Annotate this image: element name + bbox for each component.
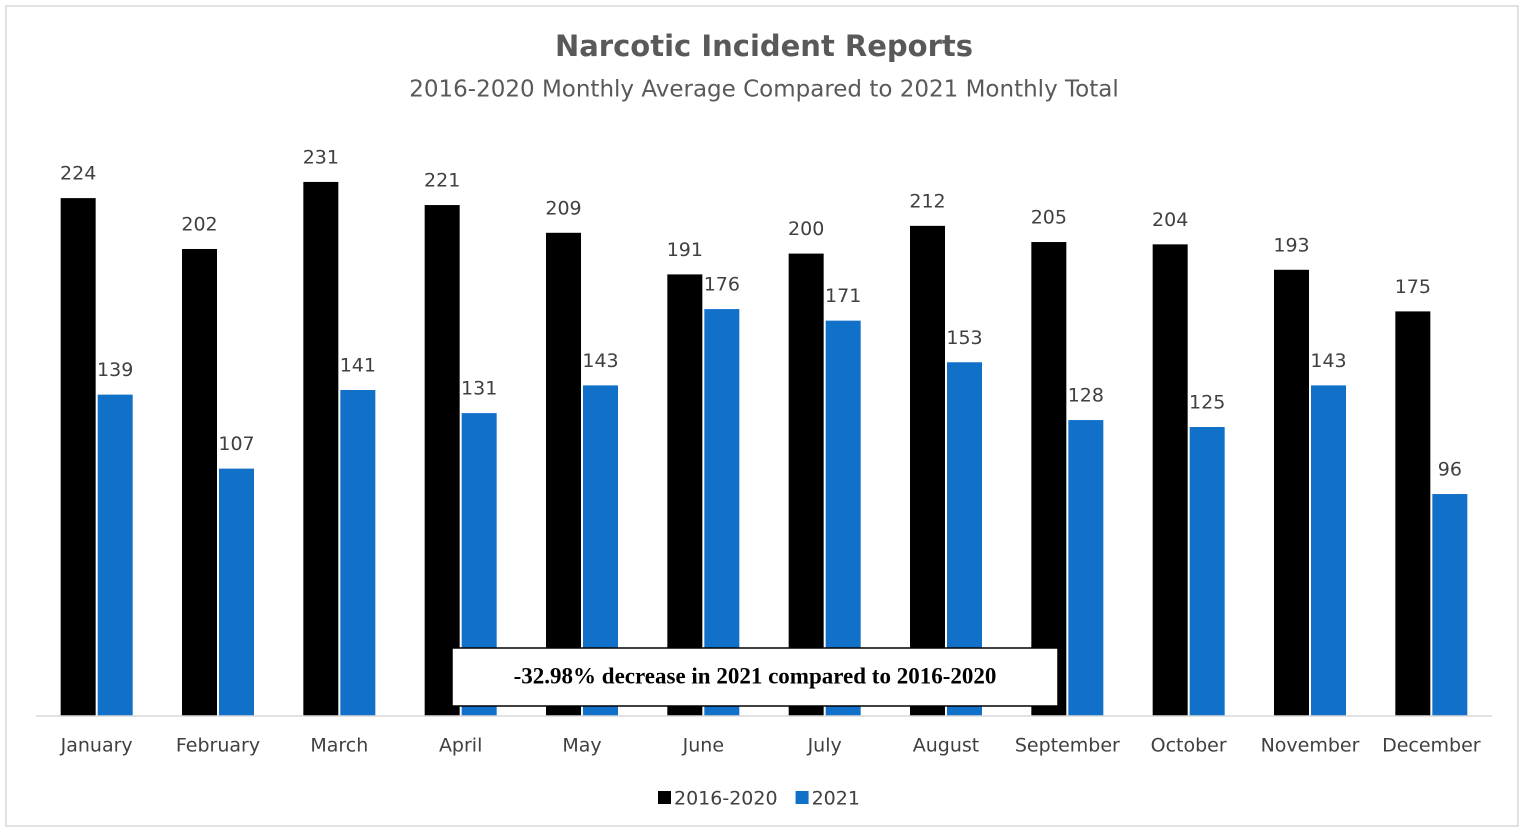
bar bbox=[97, 394, 133, 716]
bar bbox=[546, 232, 581, 717]
legend-label: 2016-2020 bbox=[674, 788, 778, 810]
x-tick-label: October bbox=[1151, 735, 1227, 757]
x-tick-label: December bbox=[1382, 735, 1481, 757]
bar bbox=[1152, 244, 1188, 717]
data-label: 202 bbox=[181, 213, 217, 235]
data-label: 205 bbox=[1031, 207, 1067, 229]
annotation: -32.98% decrease in 2021 compared to 201… bbox=[514, 663, 997, 688]
chart-subtitle: 2016-2020 Monthly Average Compared to 20… bbox=[409, 77, 1118, 103]
bar bbox=[667, 274, 703, 716]
bar bbox=[1432, 494, 1468, 716]
data-label: 193 bbox=[1273, 234, 1309, 256]
data-label: 191 bbox=[667, 239, 703, 261]
data-label: 171 bbox=[825, 285, 861, 307]
x-tick-label: March bbox=[310, 735, 368, 757]
data-label: 212 bbox=[909, 190, 945, 212]
x-tick-label: January bbox=[60, 735, 133, 757]
chart-title: Narcotic Incident Reports bbox=[555, 29, 973, 63]
data-label: 200 bbox=[788, 218, 824, 240]
bar bbox=[1189, 427, 1225, 716]
data-label: 125 bbox=[1189, 392, 1225, 414]
data-label: 221 bbox=[424, 170, 460, 192]
data-label: 107 bbox=[218, 433, 254, 455]
bar bbox=[1031, 242, 1067, 717]
legend-swatch bbox=[795, 791, 809, 804]
legend-label: 2021 bbox=[812, 788, 860, 810]
data-label: 128 bbox=[1068, 385, 1104, 407]
x-tick-label: July bbox=[807, 735, 842, 757]
data-label: 141 bbox=[340, 355, 376, 377]
bar bbox=[910, 225, 945, 716]
x-tick-label: June bbox=[682, 735, 724, 757]
x-tick-label: February bbox=[176, 735, 260, 757]
bar bbox=[60, 198, 96, 716]
bar bbox=[1068, 420, 1104, 716]
data-label: 209 bbox=[545, 197, 581, 219]
data-label: 175 bbox=[1395, 276, 1431, 298]
bar bbox=[1311, 385, 1346, 716]
bar bbox=[340, 390, 376, 716]
bar bbox=[788, 253, 824, 716]
bar bbox=[182, 248, 217, 716]
data-label: 231 bbox=[303, 146, 339, 168]
bar bbox=[1274, 269, 1309, 716]
data-label: 131 bbox=[461, 378, 497, 400]
data-label: 96 bbox=[1438, 459, 1462, 481]
data-label: 224 bbox=[60, 163, 96, 185]
x-tick-label: September bbox=[1015, 735, 1120, 757]
x-tick-label: May bbox=[562, 735, 601, 757]
x-tick-label: August bbox=[913, 735, 980, 757]
x-tick-label: April bbox=[439, 735, 482, 757]
x-tick-label: November bbox=[1261, 735, 1360, 757]
data-label: 143 bbox=[1310, 350, 1346, 372]
data-label: 176 bbox=[704, 274, 740, 296]
data-label: 153 bbox=[946, 327, 982, 349]
data-label: 204 bbox=[1152, 209, 1188, 231]
data-label: 139 bbox=[97, 359, 133, 381]
bar bbox=[424, 205, 460, 716]
bar bbox=[303, 181, 339, 717]
bar bbox=[1395, 311, 1431, 716]
annotation-box bbox=[451, 647, 1059, 707]
bar bbox=[219, 468, 254, 716]
data-label: 143 bbox=[582, 350, 618, 372]
legend-swatch bbox=[658, 791, 671, 804]
